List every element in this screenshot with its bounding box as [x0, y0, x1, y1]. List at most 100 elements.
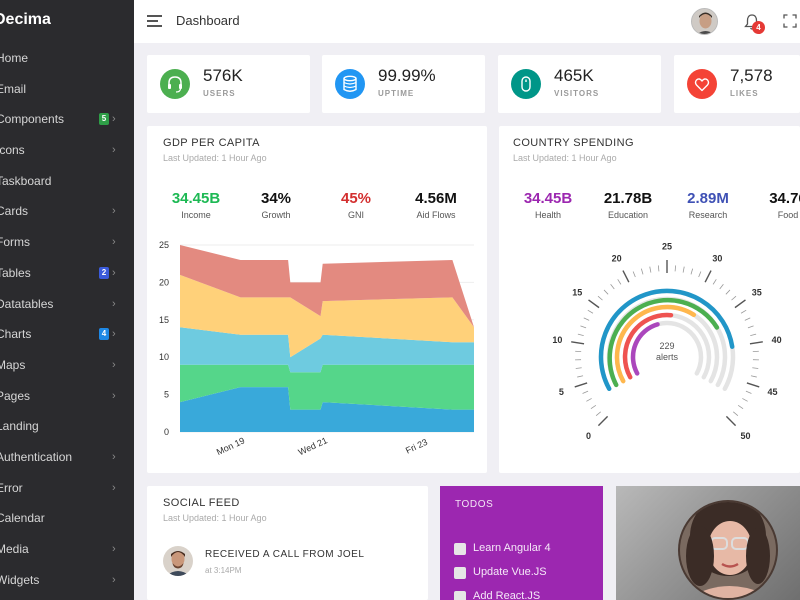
gauge-tick-label: 15 — [572, 287, 582, 297]
user-avatar[interactable] — [691, 8, 718, 35]
sidebar-item-home[interactable]: Home — [0, 43, 134, 74]
stat-card-users: 576K USERS — [147, 55, 310, 113]
gauge-major-tick — [622, 270, 630, 283]
chevron-right-icon: › — [112, 358, 116, 371]
gauge-minor-tick — [595, 411, 601, 416]
chevron-right-icon: › — [112, 450, 116, 463]
metric-research: 2.89M Research — [673, 190, 743, 220]
profile-photo-card — [616, 486, 800, 600]
metric-label: GNI — [347, 210, 364, 220]
metric-health: 34.45B Health — [513, 190, 583, 220]
sidebar-item-label: Forms — [0, 235, 30, 250]
heart-icon — [687, 69, 717, 99]
gauge-arc-1 — [598, 288, 735, 392]
gdp-panel: GDP PER CAPITA Last Updated: 1 Hour Ago … — [147, 126, 487, 473]
sidebar-item-error[interactable]: Error › — [0, 473, 134, 504]
area-series-5 — [180, 245, 474, 328]
gauge-tick-label: 35 — [752, 287, 762, 297]
gauge-arc-2 — [607, 297, 720, 388]
sidebar-item-cards[interactable]: Cards › — [0, 196, 134, 227]
chevron-right-icon: › — [112, 113, 116, 126]
brand-logo[interactable]: Decima — [0, 11, 51, 28]
gauge-arc-4 — [622, 312, 674, 380]
gauge-tick-label: 25 — [662, 242, 672, 252]
gauge-minor-tick — [733, 411, 739, 416]
gauge-major-tick — [704, 270, 712, 283]
sidebar: Decima HomeEmailComponents5›Icons›Taskbo… — [0, 0, 134, 600]
metric-value: 21.78B — [603, 190, 653, 207]
sidebar-item-tables[interactable]: Tables 2› — [0, 258, 134, 289]
database-icon — [335, 69, 365, 99]
todos-title: TODOS — [455, 499, 494, 510]
sidebar-item-icons[interactable]: Icons › — [0, 135, 134, 166]
todo-label: Learn Angular 4 — [473, 542, 551, 554]
feed-avatar[interactable] — [163, 546, 193, 576]
gdp-area-chart: 0 5 10 15 20 25 Mon 19 Wed 21 Fri 23 — [159, 240, 474, 457]
panel-updated: Last Updated: 1 Hour Ago — [163, 513, 267, 523]
stat-label: VISITORS — [554, 89, 600, 98]
gauge-minor-tick — [610, 284, 615, 290]
gauge-minor-tick — [747, 325, 754, 329]
sidebar-item-email[interactable]: Email — [0, 74, 134, 105]
sidebar-item-widgets[interactable]: Widgets › — [0, 565, 134, 596]
hamburger-menu-icon[interactable] — [147, 15, 162, 27]
sidebar-item-label: Authentication — [0, 449, 73, 464]
metric-label: Health — [534, 210, 561, 220]
panel-title: GDP PER CAPITA — [163, 137, 260, 149]
stat-card-uptime: 99.99% UPTIME — [322, 55, 485, 113]
area-series-1 — [180, 387, 474, 432]
chevron-right-icon: › — [112, 205, 116, 218]
sidebar-item-authentication[interactable]: Authentication › — [0, 442, 134, 473]
sidebar-item-calendar[interactable]: Calendar — [0, 503, 134, 534]
sidebar-item-forms[interactable]: Forms › — [0, 227, 134, 258]
stat-card-likes: 7,578 LIKES — [674, 55, 800, 113]
todo-label: Update Vue.JS — [473, 566, 547, 578]
gauge-minor-tick — [577, 333, 584, 337]
sidebar-item-label: Widgets — [0, 572, 40, 587]
gauge-major-tick — [749, 341, 763, 345]
gauge-tick-label: 10 — [552, 335, 562, 345]
fullscreen-icon[interactable] — [783, 14, 797, 28]
gauge-major-tick — [734, 299, 746, 309]
metric-value: 34% — [260, 190, 292, 207]
metric-income: 34.45B Income — [161, 190, 231, 220]
todo-checkbox[interactable] — [454, 591, 466, 600]
gauge-minor-tick — [740, 309, 747, 314]
metric-aid-flows: 4.56M Aid Flows — [401, 190, 471, 220]
sidebar-item-pages[interactable]: Pages › — [0, 381, 134, 412]
gauge-minor-tick — [640, 268, 644, 275]
metric-label: Food — [777, 210, 799, 220]
sidebar-item-charts[interactable]: Charts 4 › — [0, 319, 134, 350]
sidebar-badge: 4 — [99, 328, 109, 341]
metric-label: Growth — [261, 210, 291, 220]
sidebar-item-datatables[interactable]: Datatables › — [0, 289, 134, 320]
todo-checkbox[interactable] — [454, 567, 466, 579]
metric-value: 34.76 — [769, 190, 800, 207]
headset-icon — [160, 69, 190, 99]
gauge-major-tick — [746, 382, 760, 388]
feed-item-text: RECEIVED A CALL FROM JOEL — [205, 549, 365, 560]
sidebar-item-maps[interactable]: Maps › — [0, 350, 134, 381]
gauge-minor-tick — [725, 289, 731, 295]
y-tick-label: 15 — [159, 315, 169, 325]
chevron-right-icon: › — [112, 266, 116, 279]
sidebar-item-media[interactable]: Media › — [0, 534, 134, 565]
sidebar-item-landing[interactable]: Landing — [0, 411, 134, 442]
gauge-minor-tick — [580, 325, 587, 329]
sidebar-item-label: Calendar — [0, 511, 45, 526]
sidebar-item-taskboard[interactable]: Taskboard — [0, 166, 134, 197]
y-tick-label: 10 — [159, 352, 169, 362]
mouse-icon — [511, 69, 541, 99]
top-header: Dashboard 4 — [134, 0, 800, 43]
area-series-3 — [180, 327, 474, 373]
stat-value: 99.99% — [378, 66, 436, 85]
sidebar-item-components[interactable]: Components 5 › — [0, 104, 134, 135]
gauge-center-label: alerts — [656, 352, 679, 362]
metric-label: Research — [688, 210, 728, 220]
gauge-minor-tick — [690, 268, 694, 275]
user-avatar-image — [692, 9, 717, 34]
todo-checkbox[interactable] — [454, 543, 466, 555]
gauge-minor-tick — [649, 266, 652, 273]
sidebar-item-label: Charts — [0, 327, 32, 342]
y-tick-label: 0 — [164, 427, 169, 437]
